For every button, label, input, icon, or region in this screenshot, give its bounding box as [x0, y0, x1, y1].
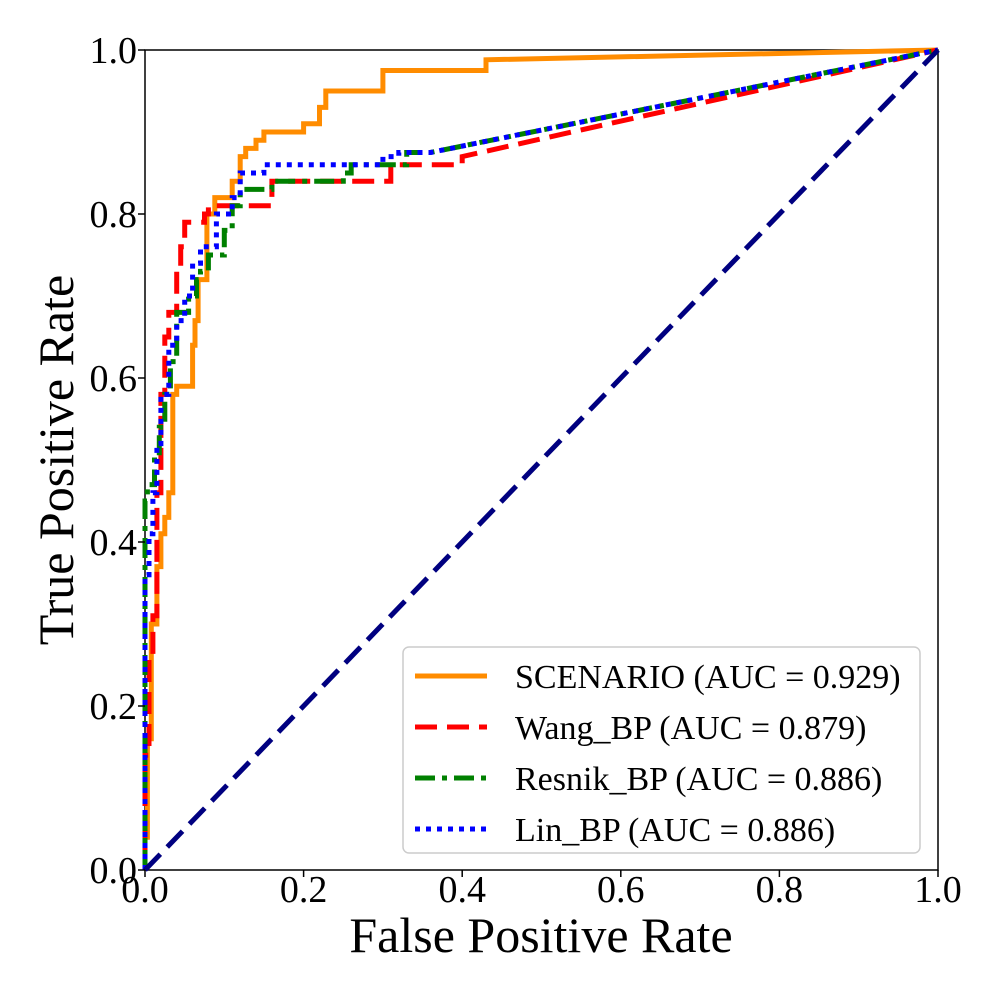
- curve-scenario: [142, 47, 939, 870]
- x-tick-label: 0.2: [280, 869, 328, 911]
- plot-area: 0.0 0.2 0.4 0.6 0.8 1.0 0.0 0.2 0.4 0.6 0.8 1.0: [90, 30, 962, 911]
- x-tick-label: 0.4: [438, 869, 486, 911]
- y-tick-label: 0.4: [90, 522, 138, 564]
- curve-wang-bp: [142, 47, 939, 870]
- y-axis-title: True Positive Rate: [28, 275, 84, 645]
- x-axis-title: False Positive Rate: [349, 907, 732, 963]
- legend-label: Resnik_BP (AUC = 0.886): [515, 761, 882, 798]
- y-tick-label: 1.0: [90, 30, 138, 72]
- curves-group: [142, 47, 940, 872]
- x-tick-label: 1.0: [914, 869, 962, 911]
- x-tick-label: 0.0: [121, 869, 169, 911]
- y-tick-label: 0.6: [90, 358, 138, 400]
- y-tick-label: 0.0: [90, 850, 138, 892]
- x-tick-label: 0.8: [756, 869, 804, 911]
- legend-label: Lin_BP (AUC = 0.886): [515, 812, 835, 849]
- legend: SCENARIO (AUC = 0.929) Wang_BP (AUC = 0.8…: [402, 646, 921, 854]
- legend-label: SCENARIO (AUC = 0.929): [515, 659, 901, 696]
- curve-resnik-bp: [142, 47, 939, 870]
- legend-label: Wang_BP (AUC = 0.879): [515, 710, 866, 747]
- plot-frame: [144, 49, 939, 871]
- y-tick-label: 0.8: [90, 194, 138, 236]
- y-tick-label: 0.2: [90, 686, 138, 728]
- legend-box: [402, 646, 921, 854]
- ticks-group: 0.0 0.2 0.4 0.6 0.8 1.0 0.0 0.2 0.4 0.6 0.8 1.0: [90, 30, 962, 911]
- curve-lin-bp: [142, 47, 939, 870]
- x-tick-label: 0.6: [597, 869, 645, 911]
